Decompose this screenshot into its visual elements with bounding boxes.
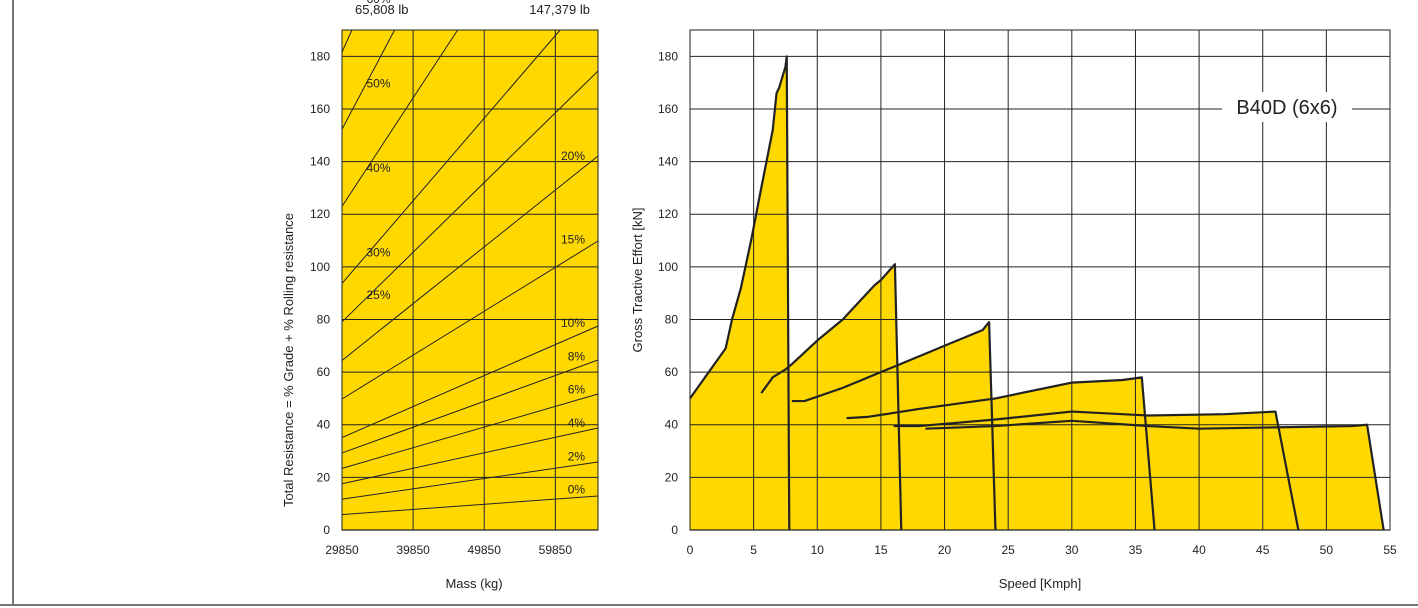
window-left-border — [0, 0, 14, 606]
chart-title-background — [1222, 92, 1352, 122]
gear-curve — [925, 419, 1385, 531]
left-plot-background — [341, 29, 599, 531]
right-x-tick-label: 5 — [750, 543, 757, 557]
right-y-tick-label: 140 — [658, 155, 678, 169]
grade-label: 0% — [568, 483, 586, 497]
right-y-tick-label: 160 — [658, 102, 678, 116]
left-x-axis-label: Mass (kg) — [445, 576, 502, 591]
right-x-tick-label: 50 — [1320, 543, 1334, 557]
grade-label: 20% — [561, 149, 585, 163]
right-x-tick-label: 55 — [1383, 543, 1397, 557]
gear-curve — [893, 410, 1300, 531]
left-x-tick-label: 49850 — [468, 543, 502, 557]
grade-label: 8% — [568, 349, 586, 363]
right-x-axis-label: Speed [Kmph] — [999, 576, 1081, 591]
left-y-tick-label: 80 — [317, 312, 331, 326]
left-y-tick-label: 160 — [310, 102, 330, 116]
gear-area-fill — [690, 348, 726, 530]
left-x-tick-label: 39850 — [396, 543, 430, 557]
right-y-tick-label: 100 — [658, 260, 678, 274]
left-y-tick-label: 20 — [317, 470, 331, 484]
right-x-tick-labels: 0 5 10 15 20 25 30 35 40 45 50 55 — [687, 543, 1397, 557]
left-x-tick-label: 59850 — [539, 543, 573, 557]
grade-line — [341, 29, 561, 284]
grade-line — [341, 70, 599, 323]
right-y-tick-label: 60 — [665, 365, 679, 379]
right-x-tick-label: 10 — [811, 543, 825, 557]
grade-label: 4% — [568, 416, 586, 430]
left-x-tick-label: 29850 — [325, 543, 359, 557]
right-y-tick-label: 0 — [671, 523, 678, 537]
left-grade-lines — [341, 29, 599, 516]
grade-line — [341, 29, 459, 207]
gear-curve — [760, 263, 903, 531]
gear-curve — [846, 376, 1156, 531]
left-y-tick-label: 60 — [317, 365, 331, 379]
right-y-tick-label: 180 — [658, 49, 678, 63]
grade-label: 2% — [568, 449, 586, 463]
right-y-tick-label: 120 — [658, 207, 678, 221]
grade-label: 10% — [561, 316, 585, 330]
right-area-fills — [690, 56, 1384, 530]
grade-line — [341, 240, 599, 400]
grade-label: 15% — [561, 233, 585, 247]
right-y-tick-label: 20 — [665, 470, 679, 484]
right-y-tick-label: 40 — [665, 418, 679, 432]
right-x-tick-label: 0 — [687, 543, 694, 557]
left-grade-labels: 60% 50% 40% 30% 25% 20% 15% 10% 8% 6% 4% 2% 0% — [366, 0, 585, 497]
grade-label: 30% — [366, 246, 390, 260]
top-label-lb-left: 65,808 lb — [355, 2, 409, 17]
left-x-tick-labels: 29850 39850 49850 59850 — [325, 543, 572, 557]
grade-label: 50% — [366, 77, 390, 91]
left-y-tick-labels: 0 20 40 60 80 100 120 140 160 180 — [310, 49, 330, 537]
chart-title: B40D (6x6) — [1236, 97, 1337, 119]
left-y-tick-label: 40 — [317, 418, 331, 432]
grade-line — [341, 393, 599, 469]
grade-line — [341, 29, 396, 130]
left-y-tick-label: 120 — [310, 207, 330, 221]
right-x-tick-label: 45 — [1256, 543, 1270, 557]
grade-label: 25% — [366, 288, 390, 302]
right-x-tick-label: 20 — [938, 543, 952, 557]
gear-area-fill — [925, 420, 1384, 530]
grade-label: 40% — [366, 161, 390, 175]
right-y-axis-label: Gross Tractive Effort [kN] — [630, 208, 645, 353]
right-y-tick-label: 80 — [665, 312, 679, 326]
right-x-tick-label: 15 — [874, 543, 888, 557]
left-y-tick-label: 0 — [323, 523, 330, 537]
grade-line — [341, 325, 599, 438]
grade-line — [341, 461, 599, 500]
resistance-mass-chart: 60% 50% 40% 30% 25% 20% 15% 10% 8% 6% 4% 2% 0% 0 20 40… — [281, 0, 599, 591]
grade-line — [341, 359, 599, 454]
gear-curve — [689, 55, 791, 531]
left-y-axis-label: Total Resistance = % Grade + % Rolling r… — [281, 213, 296, 507]
gear-curve — [791, 321, 997, 531]
right-x-tick-label: 25 — [1002, 543, 1016, 557]
left-y-tick-label: 180 — [310, 49, 330, 63]
window-bottom-border — [0, 604, 1418, 606]
grade-line — [341, 29, 353, 53]
top-label-lb-right: 147,379 lb — [529, 2, 590, 17]
right-y-tick-labels: 0 20 40 60 80 100 120 140 160 180 — [658, 49, 678, 537]
grade-label: 6% — [568, 383, 586, 397]
grade-line — [341, 155, 599, 361]
right-x-tick-label: 30 — [1065, 543, 1079, 557]
grade-line — [341, 427, 599, 485]
left-y-tick-label: 100 — [310, 260, 330, 274]
right-x-tick-label: 40 — [1192, 543, 1206, 557]
tractive-effort-speed-chart: 0 20 40 60 80 100 120 140 160 180 0 5 10 15 20 25 30 35 4… — [630, 29, 1397, 591]
left-grid — [341, 30, 598, 531]
grade-label: 60% — [366, 0, 390, 6]
right-x-tick-label: 35 — [1129, 543, 1143, 557]
left-y-tick-label: 140 — [310, 155, 330, 169]
grade-line — [341, 495, 599, 516]
right-gear-curves — [689, 55, 1385, 531]
